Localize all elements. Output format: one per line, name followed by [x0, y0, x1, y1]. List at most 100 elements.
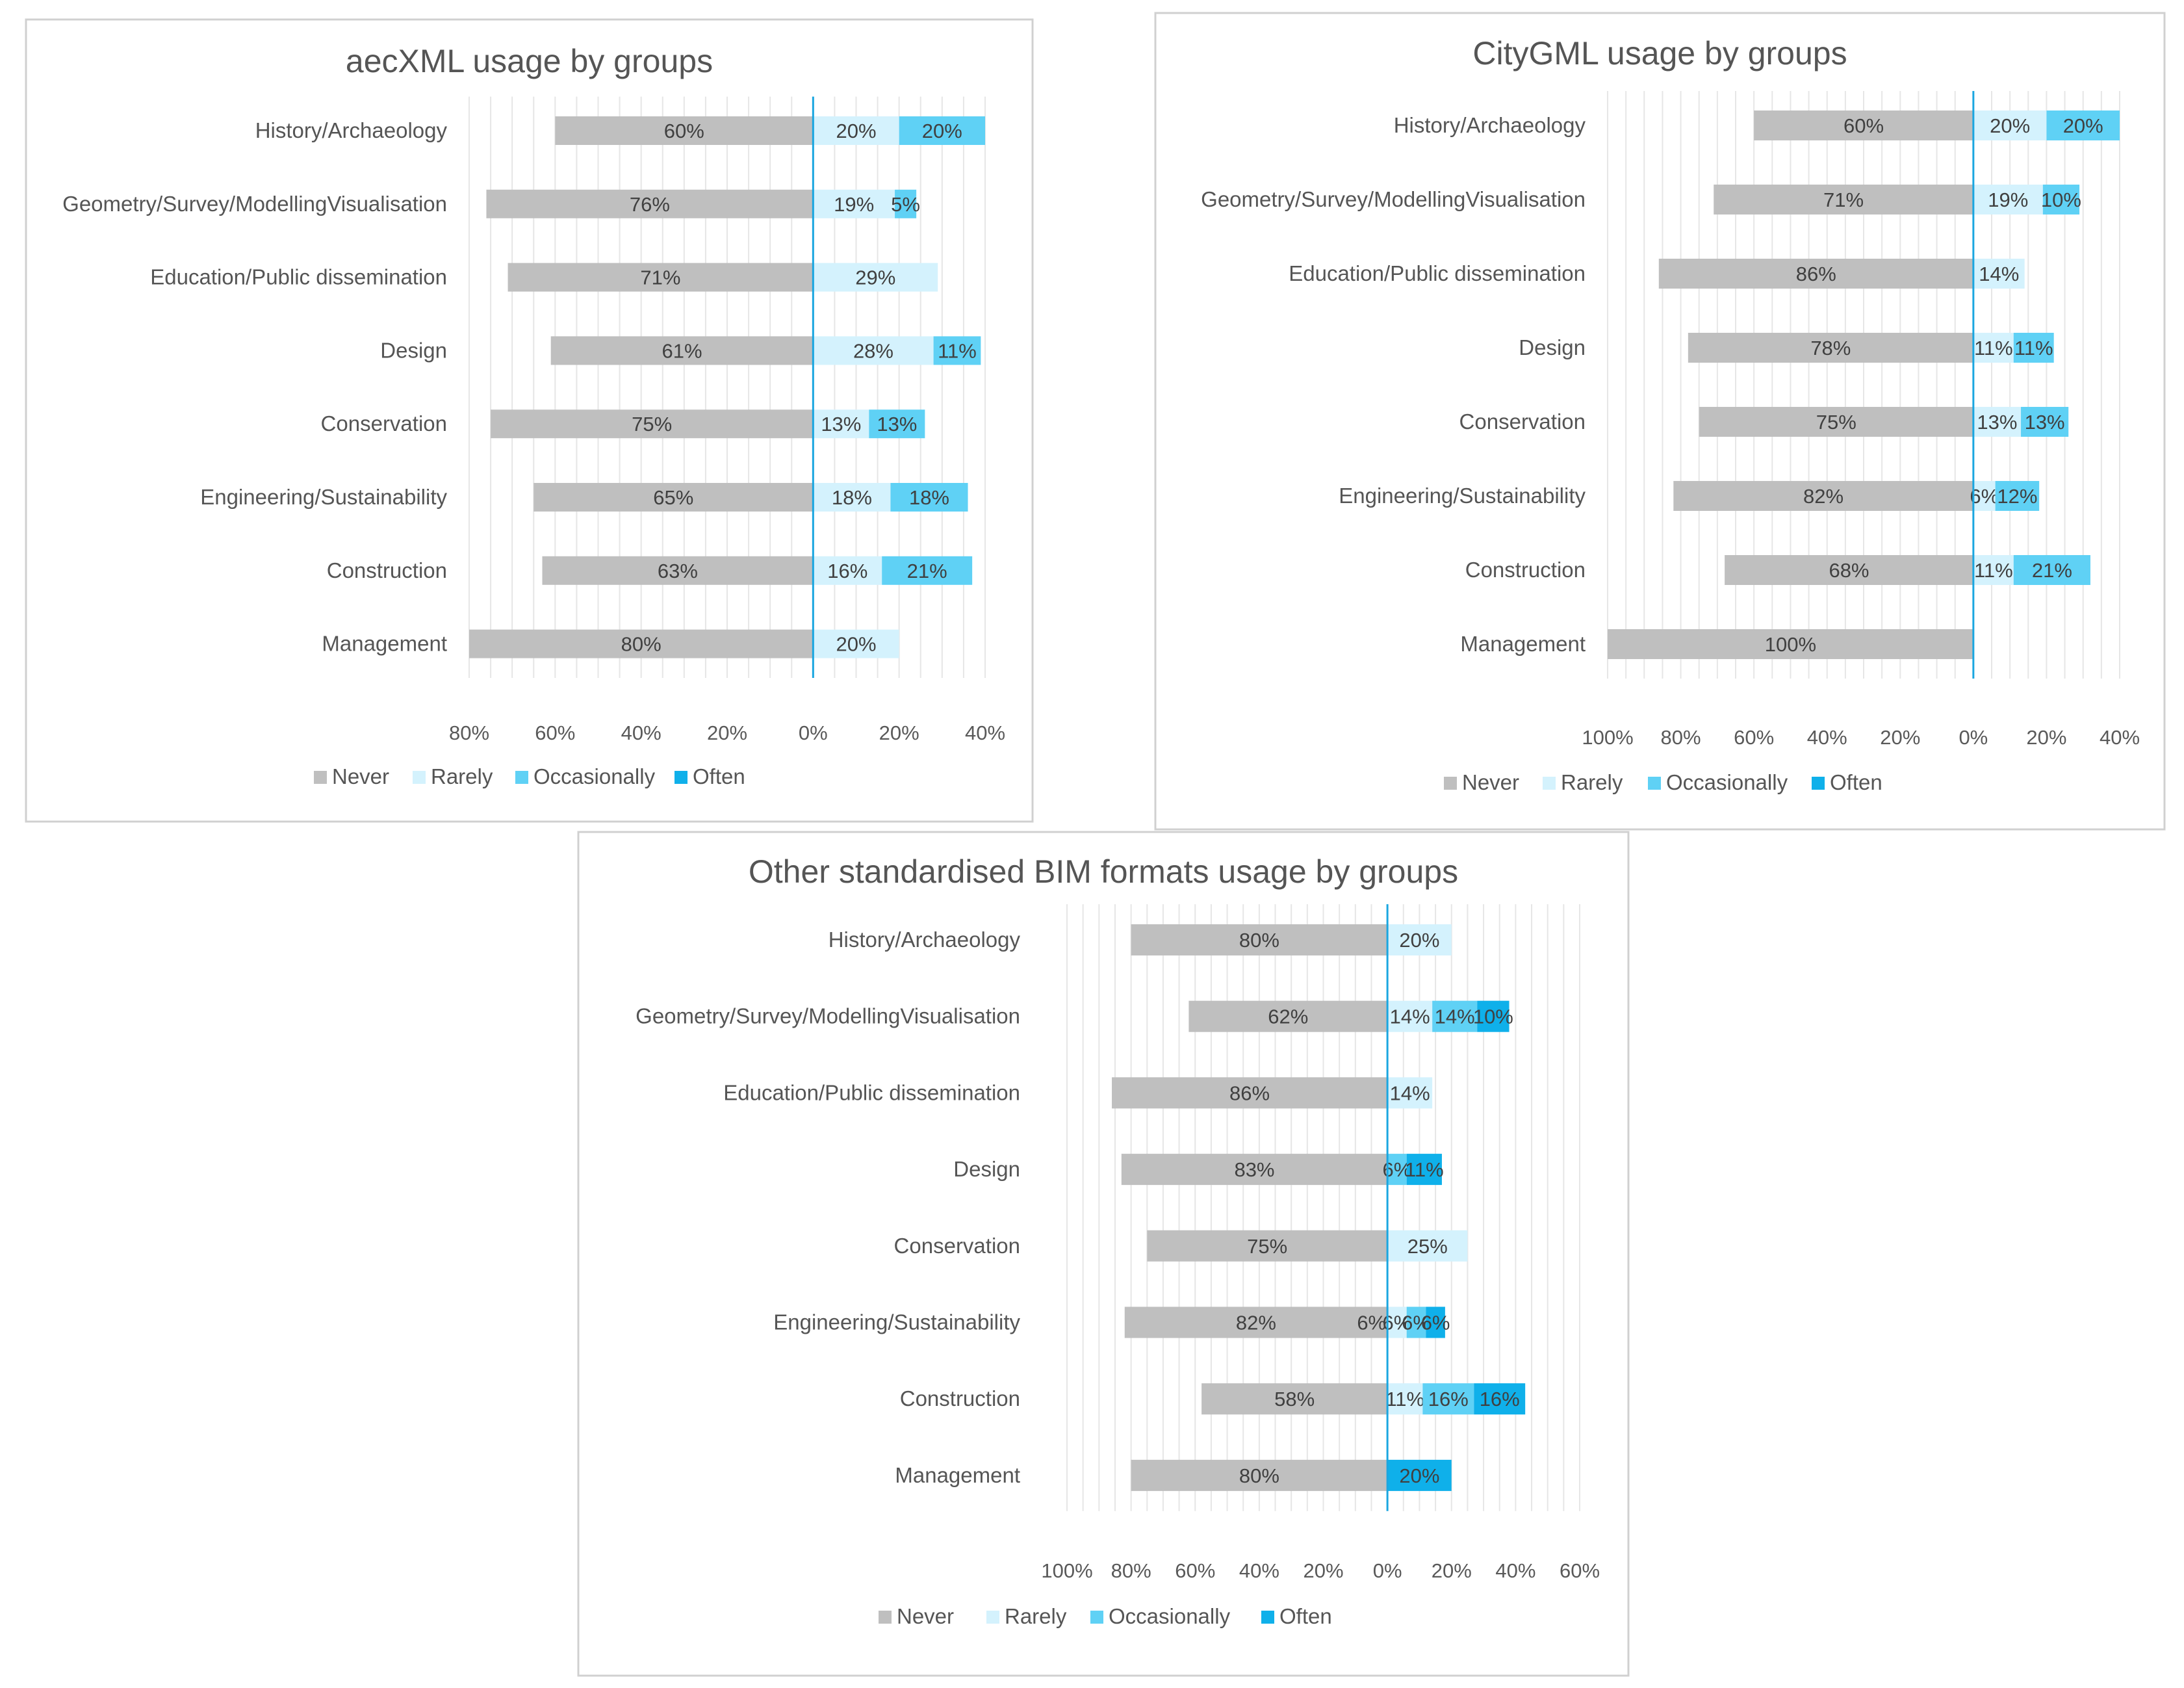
bar-never — [533, 483, 814, 512]
bar-rarely — [1973, 185, 2043, 214]
bar-never — [542, 556, 814, 585]
data-label-occasionally: 10% — [2041, 188, 2081, 211]
data-label-often: 11% — [1405, 1158, 1444, 1181]
legend-label-rarely: Rarely — [1561, 770, 1623, 794]
data-label-never: 78% — [1810, 337, 1851, 359]
legend-swatch-rarely — [413, 771, 426, 784]
bar-often — [1387, 1459, 1452, 1491]
category-label-design: Design — [1519, 335, 1586, 359]
data-label-rarely: 20% — [1990, 114, 2030, 137]
data-label-never: 80% — [1239, 1464, 1279, 1487]
data-label-never: 75% — [632, 413, 672, 435]
category-label-design: Design — [953, 1157, 1020, 1181]
data-label-never: 60% — [664, 120, 704, 142]
category-label-design: Design — [380, 338, 447, 362]
bar-never — [1121, 1154, 1388, 1186]
legend-label-occasionally: Occasionally — [1109, 1604, 1231, 1628]
data-label-often: 10% — [1473, 1006, 1513, 1028]
data-label-never: 62% — [1268, 1006, 1308, 1028]
bar-never — [1608, 629, 1973, 659]
chart-title: aecXML usage by groups — [346, 43, 713, 79]
data-label-rarely: 25% — [1407, 1235, 1448, 1258]
bar-occasionally — [890, 483, 968, 512]
data-label-occasionally: 11% — [938, 339, 977, 362]
bar-occasionally — [1387, 1154, 1407, 1186]
tick-label: 60% — [535, 721, 575, 744]
tick-label: 60% — [1734, 726, 1774, 749]
data-label-rarely: 14% — [1390, 1006, 1430, 1028]
category-label-management: Management — [895, 1463, 1020, 1487]
bar-never — [1131, 1459, 1388, 1491]
data-label-never: 68% — [1829, 559, 1869, 582]
data-label-occasionally: 20% — [922, 120, 962, 142]
bar-never — [491, 409, 814, 439]
category-label-history-archaeology: History/Archaeology — [829, 928, 1021, 952]
data-label-occasionally: 14% — [1435, 1006, 1475, 1028]
legend-swatch-occasionally — [1090, 1611, 1103, 1624]
tick-label: 40% — [1239, 1559, 1279, 1582]
data-label-never: 60% — [1844, 114, 1884, 137]
legend-label-rarely: Rarely — [431, 764, 493, 788]
bar-never — [1188, 1000, 1388, 1032]
bar-rarely — [1973, 407, 2022, 437]
bar-rarely — [1973, 555, 2014, 585]
aecxml-chart: aecXML usage by groups History/Archaeolog… — [25, 18, 1034, 823]
bar-rarely — [813, 189, 895, 218]
bar-often — [1477, 1000, 1510, 1032]
data-label-rarely: 11% — [1974, 337, 2013, 359]
data-label-rarely: 18% — [832, 486, 872, 509]
tick-label: 40% — [1807, 726, 1847, 749]
category-label-management: Management — [1460, 632, 1586, 656]
category-label-geometry-survey-modellingvisualisation: Geometry/Survey/ModellingVisualisation — [636, 1004, 1020, 1028]
category-label-construction: Construction — [1465, 558, 1586, 582]
data-label-occasionally: 12% — [1997, 485, 2037, 508]
legend-label-often: Often — [1279, 1604, 1332, 1628]
chart-frame — [577, 831, 1630, 1677]
tick-label: 60% — [1175, 1559, 1215, 1582]
chart-title: Other standardised BIM formats usage by … — [749, 853, 1458, 890]
data-label-rarely: 19% — [834, 193, 874, 216]
category-label-conservation: Conservation — [1459, 409, 1586, 434]
tick-label: 40% — [1495, 1559, 1535, 1582]
category-label-education-public-dissemination: Education/Public dissemination — [150, 265, 447, 289]
tick-label: 20% — [1880, 726, 1920, 749]
bar-often — [1426, 1306, 1445, 1338]
data-label-rarely: 19% — [1988, 188, 2028, 211]
data-label-rarely: 14% — [1979, 263, 2019, 285]
bar-rarely — [813, 336, 934, 365]
data-label-rarely: 20% — [1399, 929, 1439, 952]
legend-label-occasionally: Occasionally — [1666, 770, 1788, 794]
bar-rarely — [1387, 924, 1452, 955]
tick-label: 0% — [799, 721, 828, 744]
data-label-occasionally: 21% — [907, 560, 947, 582]
category-label-conservation: Conservation — [894, 1234, 1020, 1258]
legend-label-often: Often — [1830, 770, 1882, 794]
data-label-occasionally: 5% — [891, 193, 920, 216]
data-label-never: 82% — [1236, 1312, 1276, 1334]
legend-label-never: Never — [1462, 770, 1519, 794]
category-label-conservation: Conservation — [321, 411, 447, 435]
legend-label-occasionally: Occasionally — [533, 764, 656, 788]
legend-label-rarely: Rarely — [1005, 1604, 1067, 1628]
tick-label: 80% — [449, 721, 489, 744]
bar-rarely — [1387, 1230, 1468, 1262]
tick-label: 40% — [621, 721, 662, 744]
bar-occasionally — [2021, 407, 2069, 437]
legend-label-often: Often — [693, 764, 745, 788]
data-label-never: 76% — [630, 193, 670, 216]
bar-never — [1131, 924, 1388, 955]
data-label-rarely: 11% — [1385, 1388, 1424, 1410]
data-label-never: 80% — [1239, 929, 1279, 952]
category-label-geometry-survey-modellingvisualisation: Geometry/Survey/ModellingVisualisation — [1201, 187, 1586, 211]
data-label-rarely: 11% — [1974, 559, 2013, 582]
data-label-rarely: 20% — [836, 633, 876, 656]
legend-swatch-often — [674, 771, 687, 784]
data-label-rarely: 6% — [1970, 485, 1999, 508]
bar-rarely — [1387, 1077, 1433, 1109]
data-label-never: 71% — [640, 266, 680, 289]
bar-rarely — [1387, 1383, 1423, 1415]
category-label-construction: Construction — [327, 558, 447, 582]
tick-label: 40% — [2100, 726, 2140, 749]
bar-rarely — [813, 116, 899, 145]
legend-swatch-never — [314, 771, 327, 784]
